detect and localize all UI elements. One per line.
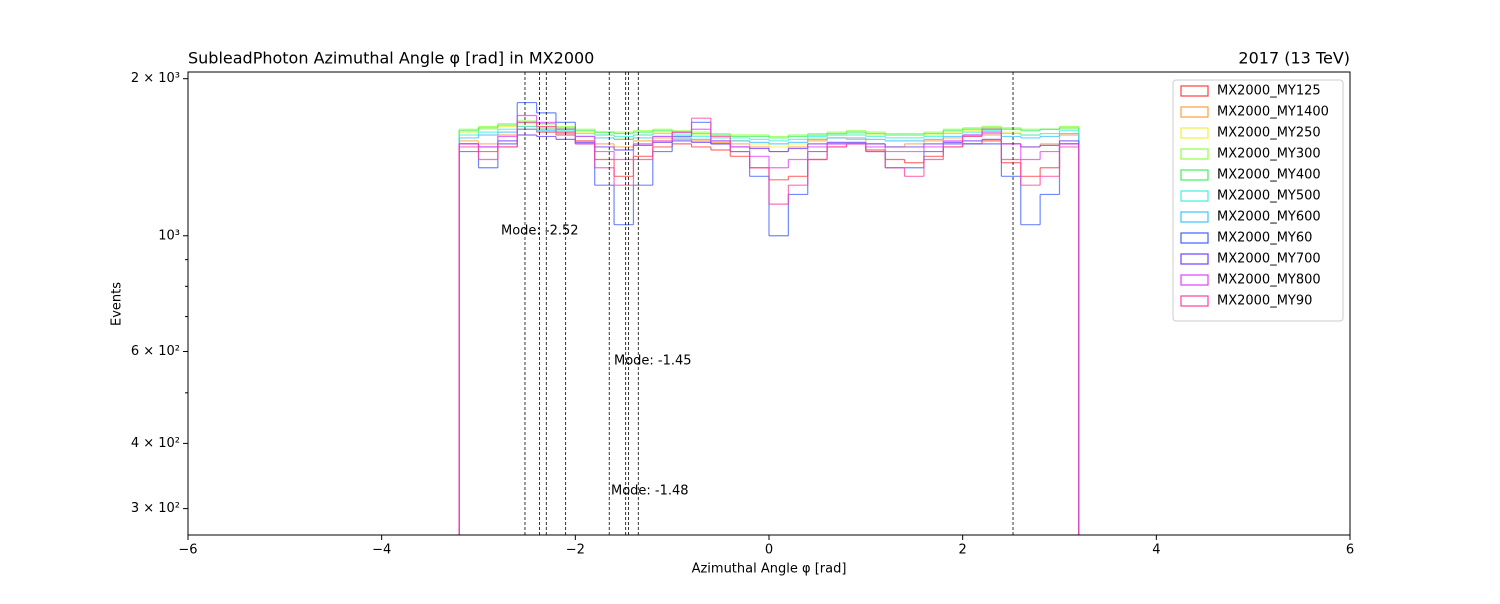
legend-label: MX2000_MY600 — [1217, 210, 1321, 225]
chart-title: SubleadPhoton Azimuthal Angle φ [rad] in… — [188, 49, 594, 68]
legend-label: MX2000_MY500 — [1217, 189, 1321, 204]
x-tick-label: −4 — [372, 543, 391, 558]
x-tick-label: 6 — [1346, 543, 1354, 558]
x-tick-label: 4 — [1152, 543, 1160, 558]
legend-swatch — [1180, 211, 1209, 223]
legend-label: MX2000_MY1400 — [1217, 105, 1329, 120]
annotation: Mode: -2.52 — [501, 224, 579, 239]
legend-swatch — [1180, 190, 1209, 202]
legend-label: MX2000_MY250 — [1217, 126, 1321, 141]
legend-label: MX2000_MY60 — [1217, 231, 1312, 246]
legend-swatch — [1180, 127, 1209, 139]
y-tick-label: 2 × 10³ — [131, 71, 180, 86]
legend-label: MX2000_MY400 — [1217, 168, 1321, 183]
y-tick-label: 6 × 10² — [131, 344, 180, 359]
legend-swatch — [1180, 106, 1209, 118]
legend-swatch — [1180, 253, 1209, 265]
chart-subtitle: 2017 (13 TeV) — [1238, 49, 1350, 68]
legend-swatch — [1180, 85, 1209, 97]
legend-swatch — [1180, 274, 1209, 286]
x-tick-label: 0 — [765, 543, 773, 558]
legend-box — [1172, 79, 1344, 322]
x-axis-label: Azimuthal Angle φ [rad] — [692, 562, 847, 577]
legend-swatch — [1180, 169, 1209, 181]
y-tick-label: 10³ — [158, 228, 180, 243]
legend-swatch — [1180, 295, 1209, 307]
x-tick-label: 2 — [959, 543, 967, 558]
legend-label: MX2000_MY800 — [1217, 273, 1321, 288]
y-tick-label: 3 × 10² — [131, 501, 180, 516]
legend-label: MX2000_MY90 — [1217, 294, 1312, 309]
annotation: Mode: -1.45 — [614, 354, 692, 369]
legend-label: MX2000_MY300 — [1217, 147, 1321, 162]
legend-label: MX2000_MY700 — [1217, 252, 1321, 267]
legend-swatch — [1180, 148, 1209, 160]
annotation: Mode: -1.48 — [611, 484, 689, 499]
y-axis-label: Events — [110, 282, 125, 326]
legend-swatch — [1180, 232, 1209, 244]
x-tick-label: −2 — [566, 543, 585, 558]
x-tick-label: −6 — [178, 543, 197, 558]
legend-label: MX2000_MY125 — [1217, 84, 1321, 99]
y-tick-label: 4 × 10² — [131, 436, 180, 451]
